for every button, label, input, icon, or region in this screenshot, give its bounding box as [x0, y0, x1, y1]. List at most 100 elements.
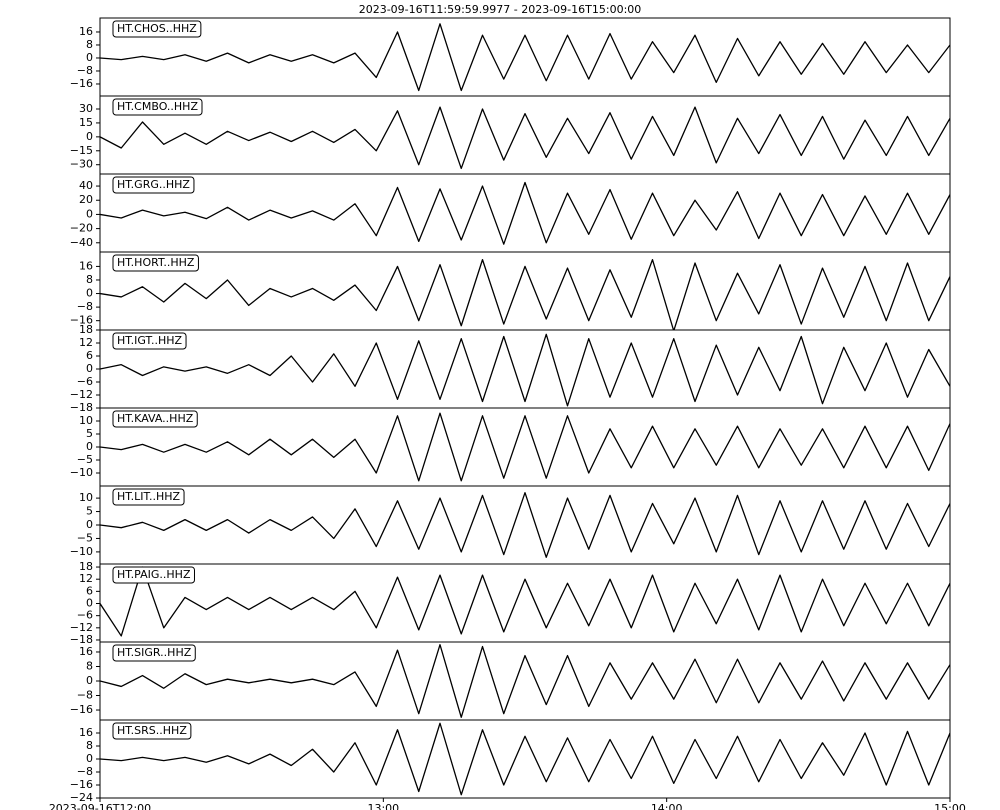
- y-tick-label: −6: [77, 375, 93, 388]
- trace-label: HT.SIGR..HHZ: [117, 646, 192, 659]
- trace-label: HT.LIT..HHZ: [117, 490, 181, 503]
- figure-title: 2023-09-16T11:59:59.9977 - 2023-09-16T15…: [359, 3, 642, 16]
- y-tick-label: 5: [86, 427, 93, 440]
- trace-label-box: [112, 176, 195, 194]
- y-tick-label: 20: [79, 193, 93, 206]
- y-tick-label: 0: [86, 51, 93, 64]
- y-tick-label: −6: [77, 609, 93, 622]
- trace-label-box: [112, 566, 195, 584]
- y-tick-label: 8: [86, 739, 93, 752]
- trace-label-box: [112, 644, 196, 662]
- panel-frame: [99, 173, 951, 253]
- y-tick-label: 16: [79, 259, 93, 272]
- y-tick-label: 0: [86, 287, 93, 300]
- y-tick-label: −5: [77, 531, 93, 544]
- y-tick-label: 10: [79, 414, 93, 427]
- y-tick-label: −16: [70, 778, 93, 791]
- waveform: [100, 23, 950, 92]
- y-tick-label: 8: [86, 273, 93, 286]
- y-tick-label: 12: [79, 572, 93, 585]
- panel-frame: [99, 329, 951, 409]
- y-tick-label: 0: [86, 207, 93, 220]
- trace-label: HT.PAIG..HHZ: [117, 568, 191, 581]
- y-tick-label: −10: [70, 466, 93, 479]
- y-tick-label: −10: [70, 545, 93, 558]
- panel-frame: [99, 719, 951, 799]
- y-tick-label: 0: [86, 440, 93, 453]
- panel-frame: [99, 563, 951, 643]
- y-tick-label: 6: [86, 349, 93, 362]
- y-tick-label: 8: [86, 38, 93, 51]
- trace-label-box: [112, 98, 203, 116]
- y-tick-label: −18: [70, 401, 93, 414]
- y-tick-label: −18: [70, 633, 93, 646]
- y-tick-label: 0: [86, 130, 93, 143]
- y-tick-label: 16: [79, 645, 93, 658]
- y-tick-label: −8: [77, 64, 93, 77]
- panel-frame: [99, 251, 951, 331]
- y-tick-label: 40: [79, 179, 93, 192]
- y-tick-label: −16: [70, 314, 93, 327]
- y-tick-label: −20: [70, 222, 93, 235]
- y-tick-label: 30: [79, 102, 93, 115]
- waveform: [100, 722, 950, 796]
- trace-label: HT.IGT..HHZ: [117, 334, 183, 347]
- panel-frame: [99, 95, 951, 175]
- trace-label-box: [112, 254, 199, 272]
- waveform: [100, 258, 950, 330]
- x-tick-label: 14:00: [651, 802, 683, 810]
- y-tick-label: −12: [70, 621, 93, 634]
- y-tick-label: 16: [79, 726, 93, 739]
- waveform: [100, 181, 950, 245]
- trace-label-box: [112, 332, 187, 350]
- y-tick-label: −16: [70, 77, 93, 90]
- y-tick-label: 15: [79, 116, 93, 129]
- trace-label-box: [112, 410, 198, 428]
- y-tick-label: 6: [86, 584, 93, 597]
- y-tick-label: −16: [70, 703, 93, 716]
- waveform: [100, 333, 950, 407]
- panel-frame: [99, 641, 951, 721]
- trace-label: HT.CHOS..HHZ: [117, 22, 197, 35]
- y-tick-label: 5: [86, 505, 93, 518]
- waveform: [100, 492, 950, 558]
- waveform: [100, 566, 950, 637]
- waveform: [100, 644, 950, 718]
- y-tick-label: −5: [77, 453, 93, 466]
- y-tick-label: 0: [86, 362, 93, 375]
- x-tick-label: 13:00: [367, 802, 399, 810]
- panel-frame: [99, 17, 951, 97]
- panel-frame: [99, 407, 951, 487]
- y-tick-label: −15: [70, 144, 93, 157]
- y-tick-label: 18: [79, 560, 93, 573]
- trace-label: HT.GRG..HHZ: [117, 178, 190, 191]
- y-tick-label: 8: [86, 659, 93, 672]
- x-tick-label: 2023-09-16T12:00: [49, 802, 151, 810]
- trace-label: HT.SRS..HHZ: [117, 724, 187, 737]
- trace-label: HT.CMBO..HHZ: [117, 100, 198, 113]
- y-tick-label: −8: [77, 689, 93, 702]
- x-tick-label: 15:00: [934, 802, 966, 810]
- y-tick-label: 16: [79, 25, 93, 38]
- trace-label-box: [112, 488, 185, 506]
- y-tick-label: −12: [70, 388, 93, 401]
- y-tick-label: 18: [79, 323, 93, 336]
- y-tick-label: −40: [70, 236, 93, 249]
- y-tick-label: 0: [86, 518, 93, 531]
- y-tick-label: 0: [86, 597, 93, 610]
- waveform: [100, 106, 950, 170]
- trace-label: HT.KAVA..HHZ: [117, 412, 194, 425]
- y-tick-label: −24: [70, 791, 93, 804]
- panel-frame: [99, 485, 951, 565]
- y-tick-label: −8: [77, 300, 93, 313]
- y-tick-label: 12: [79, 336, 93, 349]
- y-tick-label: 10: [79, 491, 93, 504]
- trace-label: HT.HORT..HHZ: [117, 256, 195, 269]
- y-tick-label: −30: [70, 158, 93, 171]
- waveform: [100, 412, 950, 482]
- y-tick-label: −8: [77, 765, 93, 778]
- y-tick-label: 0: [86, 674, 93, 687]
- trace-label-box: [112, 722, 192, 740]
- trace-label-box: [112, 20, 202, 38]
